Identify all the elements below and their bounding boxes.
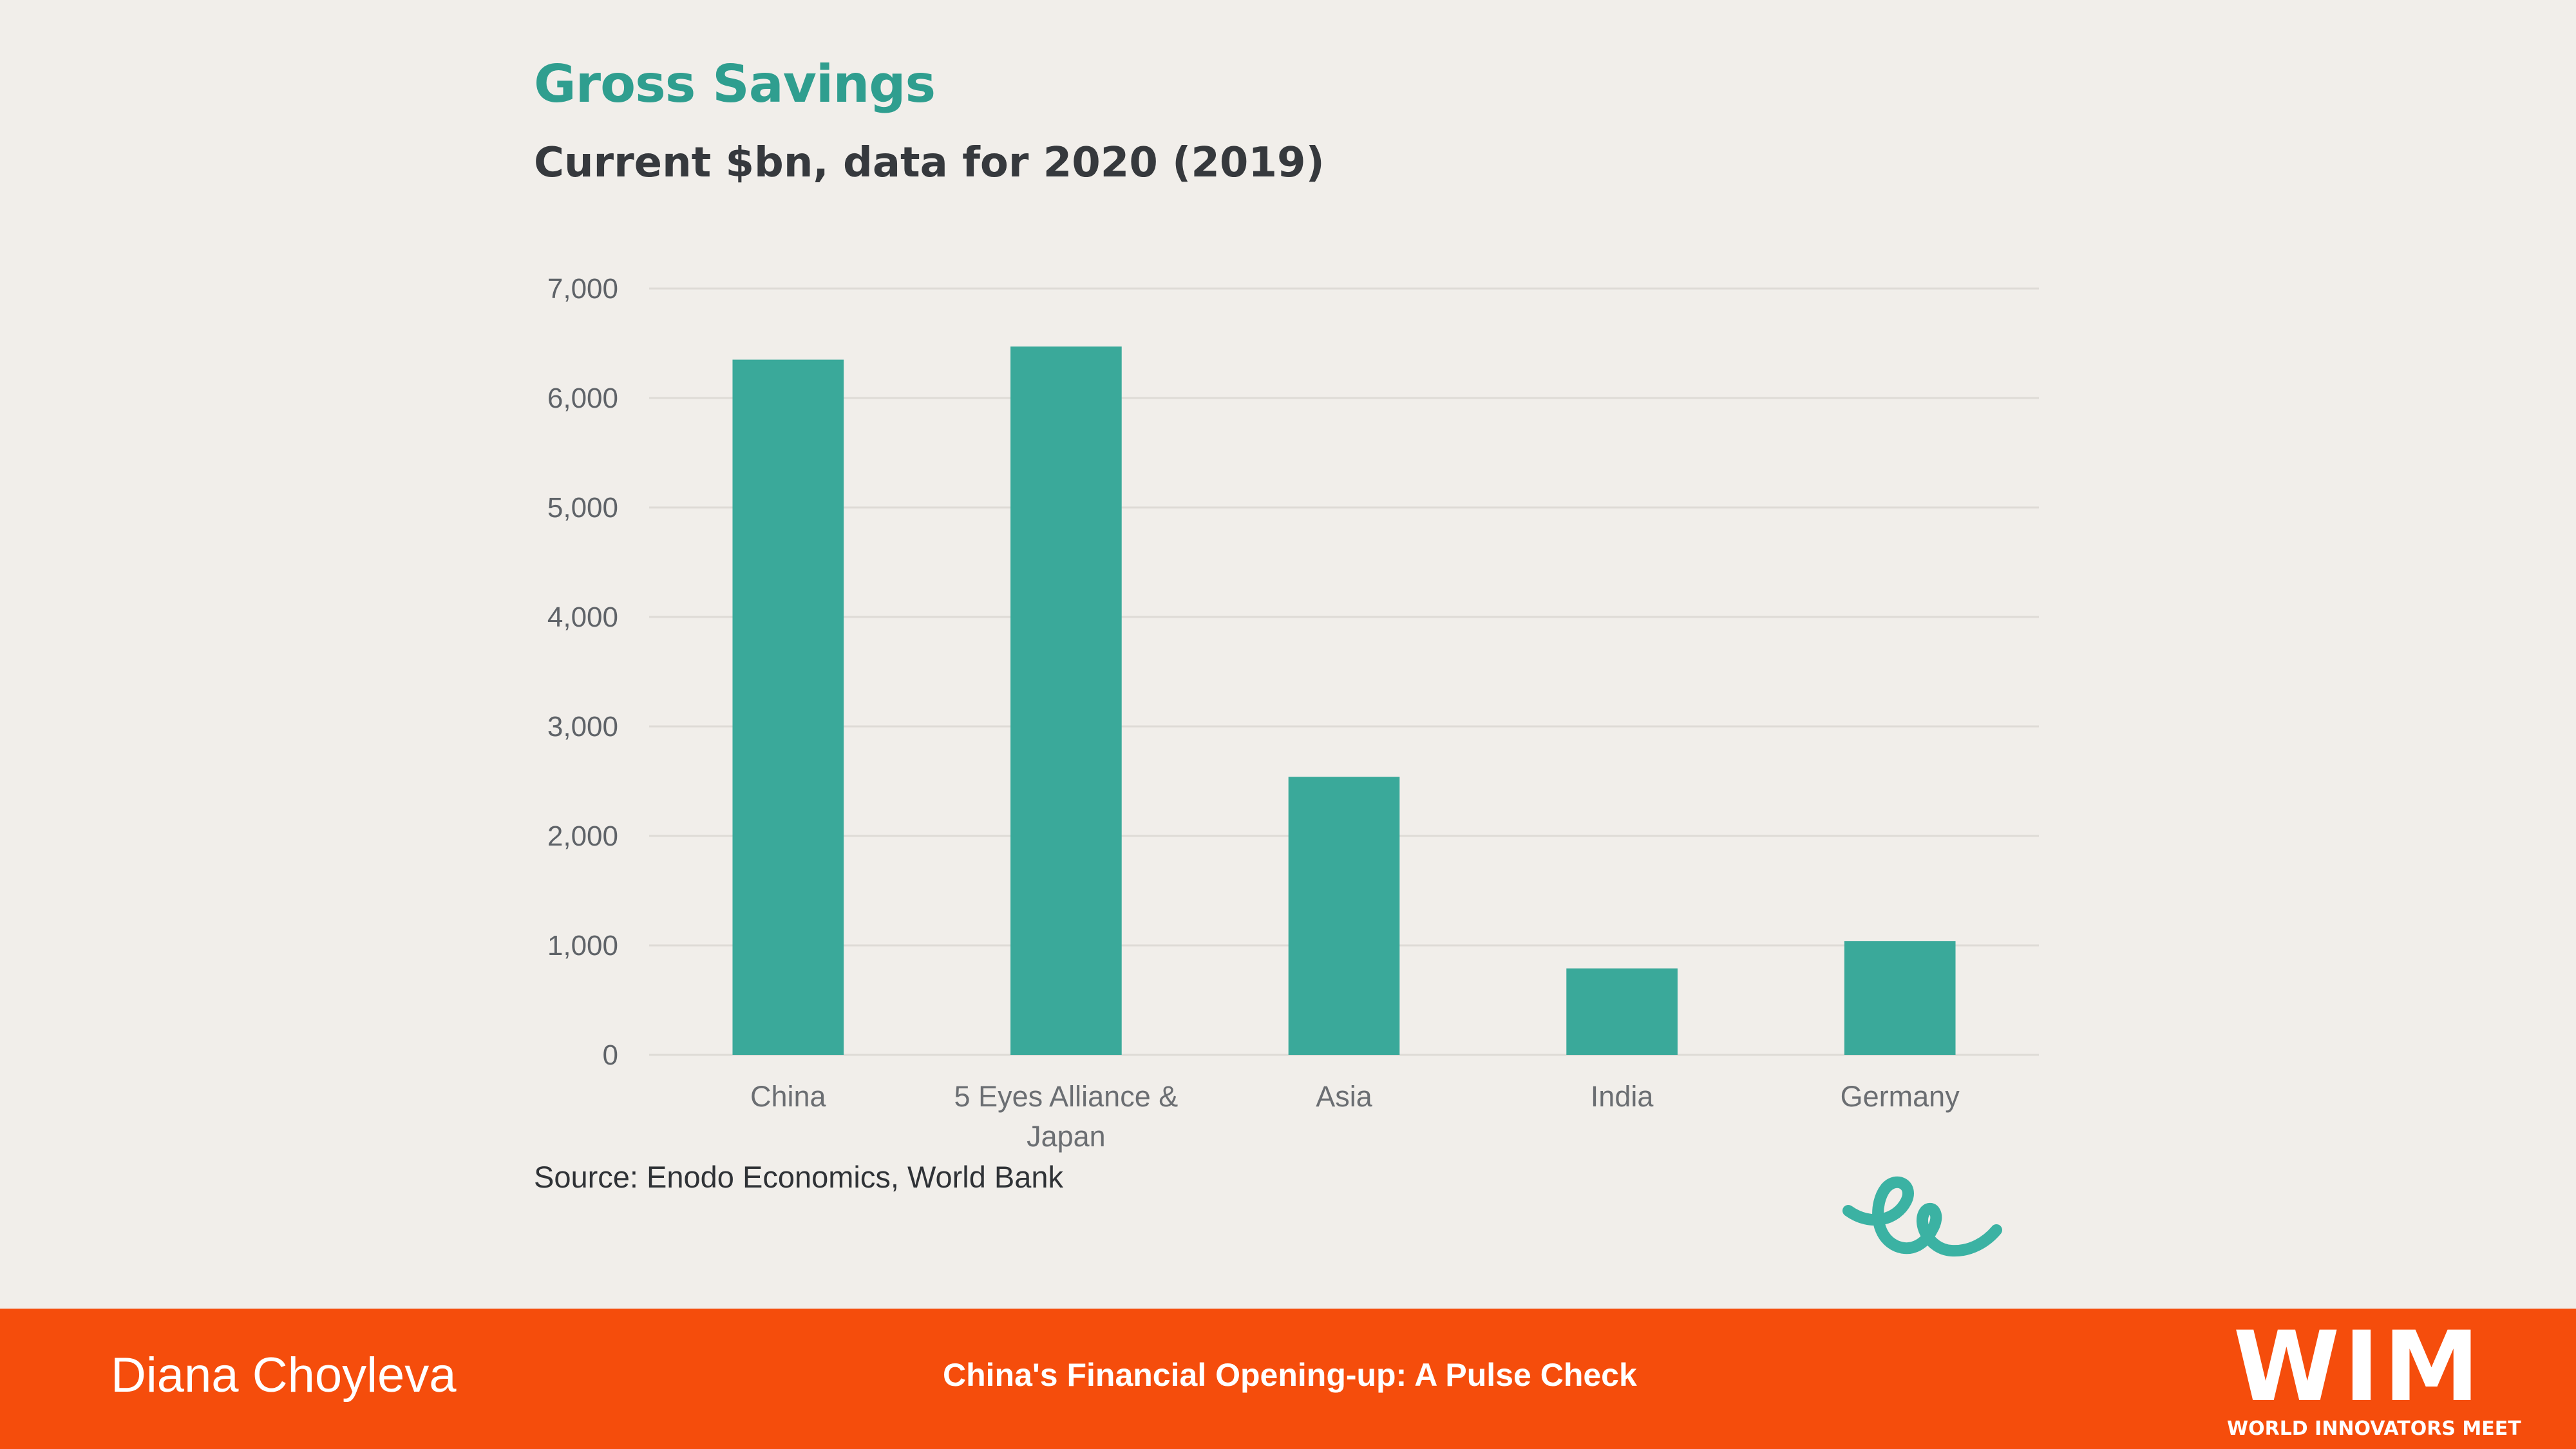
wim-logo: WIM WORLD INNOVATORS MEET xyxy=(2227,1319,2521,1443)
y-tick-label: 7,000 xyxy=(547,273,618,305)
y-tick-label: 5,000 xyxy=(547,492,618,524)
y-tick-label: 3,000 xyxy=(547,711,618,743)
x-tick-label: Asia xyxy=(1316,1080,1373,1113)
enodo-ee-logo-icon xyxy=(1842,1176,2002,1257)
axis-labels: 0 1,000 2,000 3,000 4,000 5,000 6,000 7,000 Chin… xyxy=(547,273,1960,1153)
bar xyxy=(1288,777,1400,1055)
x-tick-label: Germany xyxy=(1841,1080,1960,1113)
bar xyxy=(1844,941,1956,1055)
footer-bar: Diana Choyleva China's Financial Opening… xyxy=(0,1309,2576,1449)
y-tick-label: 4,000 xyxy=(547,601,618,633)
bar xyxy=(1566,968,1678,1055)
chart-title: Gross Savings xyxy=(534,54,936,114)
x-tick-label: 5 Eyes Alliance & Japan xyxy=(954,1080,1179,1153)
x-tick-label: India xyxy=(1591,1080,1654,1113)
presentation-title: China's Financial Opening-up: A Pulse Ch… xyxy=(943,1357,1637,1393)
bar xyxy=(1010,346,1122,1055)
wim-logo-tagline: WORLD INNOVATORS MEET xyxy=(2227,1417,2521,1440)
source-note: Source: Enodo Economics, World Bank xyxy=(534,1160,1064,1194)
y-tick-label: 2,000 xyxy=(547,820,618,852)
y-tick-label: 0 xyxy=(603,1039,618,1071)
x-tick-label: China xyxy=(750,1080,827,1113)
chart-subtitle: Current $bn, data for 2020 (2019) xyxy=(534,139,1325,187)
presenter-name: Diana Choyleva xyxy=(111,1348,457,1403)
bars xyxy=(732,346,1956,1055)
bar xyxy=(732,359,844,1055)
y-tick-label: 1,000 xyxy=(547,930,618,961)
wim-logo-mark: WIM xyxy=(2233,1311,2484,1423)
y-tick-label: 6,000 xyxy=(547,383,618,414)
